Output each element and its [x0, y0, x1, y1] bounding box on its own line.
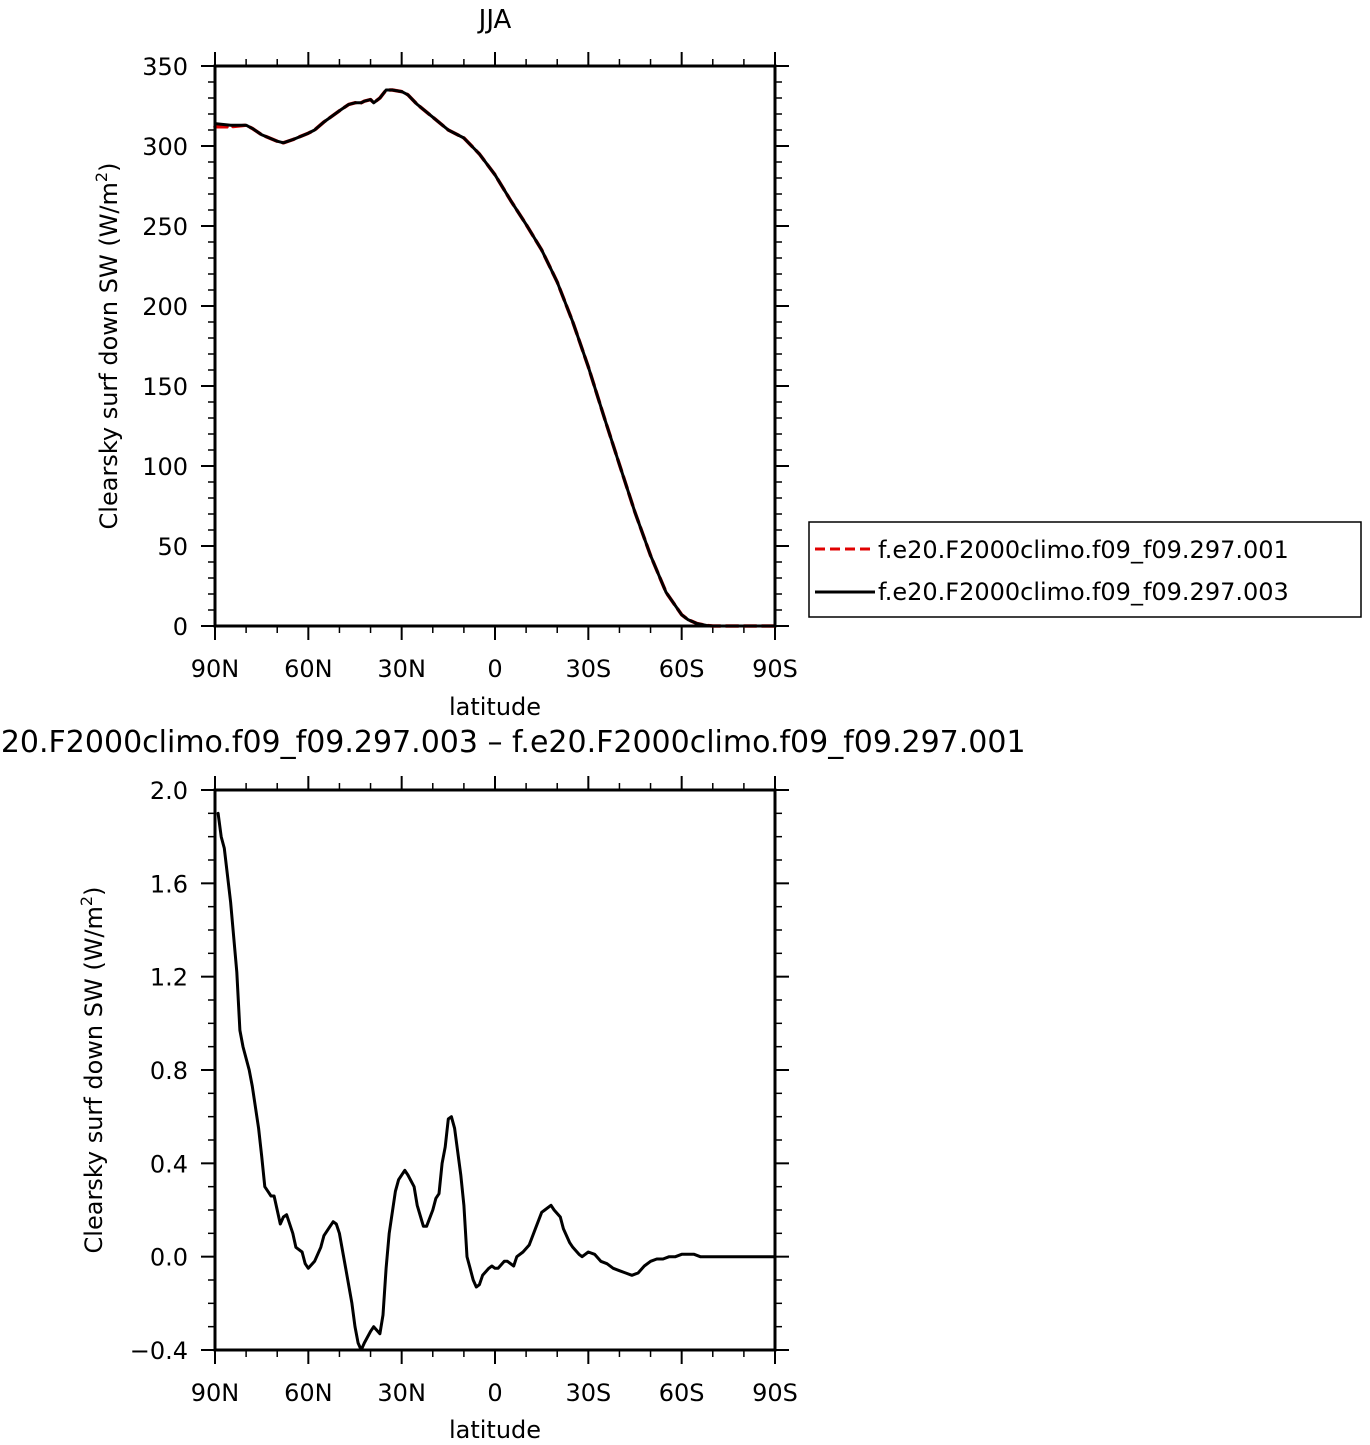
bottom-series-line-0 — [216, 811, 777, 1352]
bottom-xtick-label-4: 30S — [565, 1379, 611, 1407]
top-panel: JJA 90N 60N 30N 0 30S 60S 90S 0 50 100 150 200 250 30… — [92, 5, 798, 721]
top-ytick-label-4: 200 — [142, 293, 188, 321]
top-x-axis-label: latitude — [449, 693, 541, 721]
bottom-tick-labels: 90N 60N 30N 0 30S 60S 90S −0.4 0.0 0.4 0.8 1.2 1.6 2.… — [130, 777, 798, 1407]
top-xtick-label-0: 90N — [191, 655, 240, 683]
bottom-ytick-label-0: −0.4 — [130, 1337, 188, 1365]
legend-label-003: f.e20.F2000climo.f09_f09.297.003 — [878, 578, 1289, 606]
bottom-ytick-label-6: 2.0 — [150, 777, 188, 805]
bottom-y-axis-label: Clearsky surf down SW (W/m2) — [77, 887, 108, 1254]
top-y-axis-label-main: Clearsky surf down SW (W/m — [95, 182, 123, 529]
top-ytick-label-2: 100 — [142, 453, 188, 481]
legend: f.e20.F2000climo.f09_f09.297.001 f.e20.F… — [808, 521, 1362, 618]
top-tick-labels: 90N 60N 30N 0 30S 60S 90S 0 50 100 150 200 250 300 350 — [142, 53, 798, 683]
top-ytick-label-5: 250 — [142, 213, 188, 241]
bottom-ticks — [201, 776, 789, 1364]
bottom-ytick-label-1: 0.0 — [150, 1244, 188, 1272]
bottom-ytick-label-4: 1.2 — [150, 964, 188, 992]
bottom-xtick-label-2: 30N — [377, 1379, 426, 1407]
legend-box — [808, 521, 1362, 618]
top-ytick-label-1: 50 — [157, 533, 188, 561]
bottom-xtick-label-1: 60N — [284, 1379, 333, 1407]
top-xtick-label-1: 60N — [284, 655, 333, 683]
bottom-chart-title: f.e20.F2000climo.f09_f09.297.003 – f.e20… — [0, 725, 1026, 760]
bottom-y-axis-label-close: ) — [80, 887, 108, 896]
bottom-series-group — [216, 811, 777, 1352]
top-xtick-label-4: 30S — [565, 655, 611, 683]
top-y-axis-label-sup: 2 — [92, 172, 111, 182]
top-xtick-label-6: 90S — [752, 655, 798, 683]
legend-label-001: f.e20.F2000climo.f09_f09.297.001 — [878, 536, 1289, 564]
bottom-y-axis-label-main: Clearsky surf down SW (W/m — [80, 906, 108, 1253]
top-y-axis-label: Clearsky surf down SW (W/m2) — [92, 163, 123, 530]
bottom-y-axis-label-sup: 2 — [77, 896, 96, 906]
top-chart-title: JJA — [477, 5, 512, 35]
bottom-ytick-label-5: 1.6 — [150, 870, 188, 898]
top-ytick-label-0: 0 — [173, 613, 188, 641]
bottom-ytick-label-3: 0.8 — [150, 1057, 188, 1085]
bottom-xtick-label-5: 60S — [659, 1379, 705, 1407]
bottom-ytick-label-2: 0.4 — [150, 1150, 188, 1178]
bottom-xtick-label-3: 0 — [487, 1379, 502, 1407]
top-ytick-label-7: 350 — [142, 53, 188, 81]
bottom-xtick-label-6: 90S — [752, 1379, 798, 1407]
bottom-plot-frame — [213, 788, 777, 1352]
top-xtick-label-5: 60S — [659, 655, 705, 683]
top-series-group — [213, 88, 777, 628]
top-y-axis-label-close: ) — [95, 163, 123, 172]
top-xtick-label-2: 30N — [377, 655, 426, 683]
top-series-line-1 — [213, 88, 777, 628]
bottom-panel: f.e20.F2000climo.f09_f09.297.003 – f.e20… — [0, 725, 1026, 1444]
top-plot-frame — [213, 64, 777, 628]
bottom-xtick-label-0: 90N — [191, 1379, 240, 1407]
top-xtick-label-3: 0 — [487, 655, 502, 683]
bottom-x-axis-label: latitude — [449, 1416, 541, 1444]
top-ytick-label-3: 150 — [142, 373, 188, 401]
top-ytick-label-6: 300 — [142, 133, 188, 161]
top-series-line-0 — [213, 88, 777, 628]
